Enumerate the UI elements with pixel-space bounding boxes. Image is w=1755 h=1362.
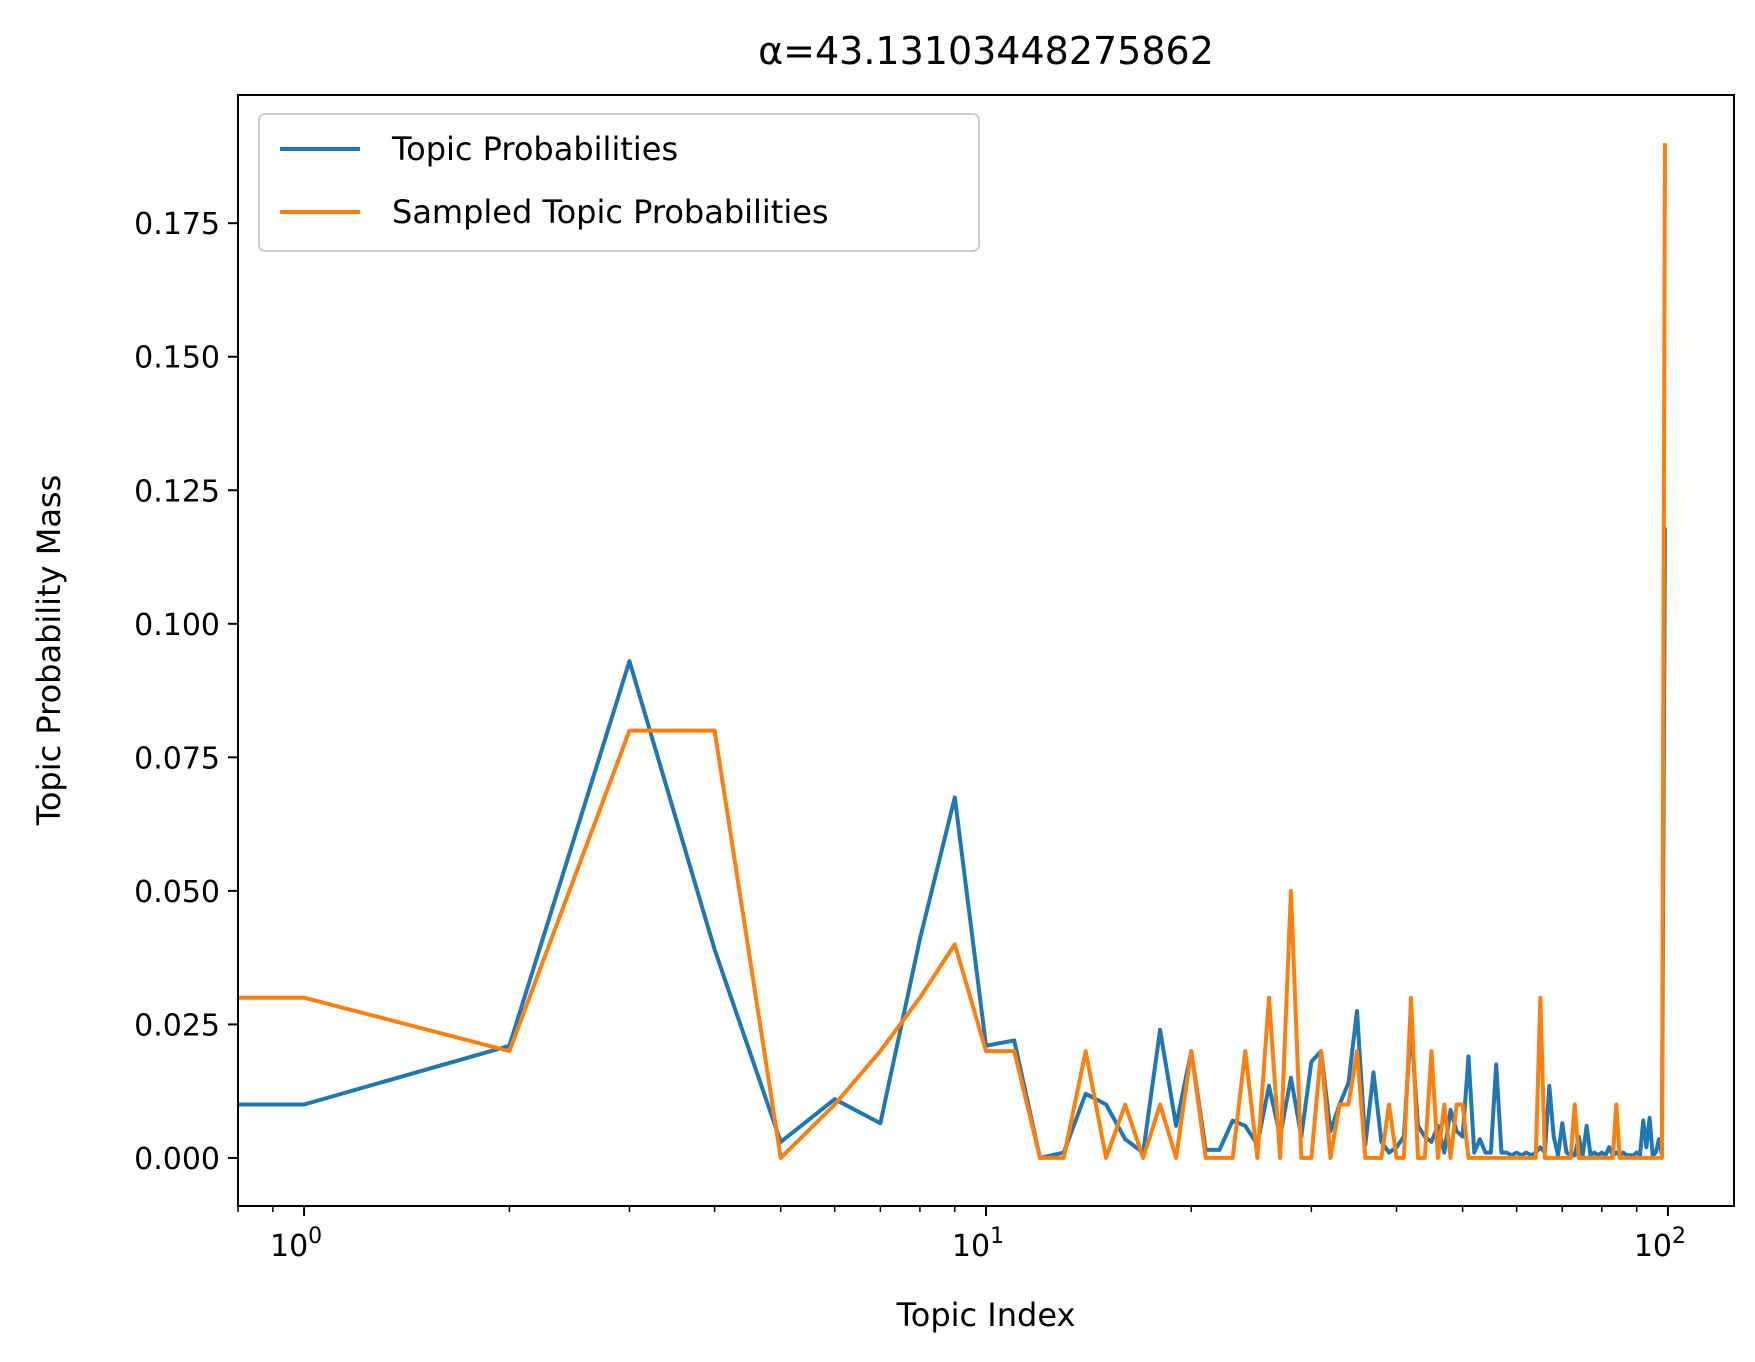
y-tick-label: 0.175 (134, 207, 220, 242)
y-axis-label: Topic Probability Mass (30, 475, 68, 827)
y-axis: 0.000 0.025 0.050 0.075 0.100 0.125 0.150 0.175 (134, 207, 238, 1177)
chart-title: α=43.13103448275862 (758, 29, 1214, 73)
legend-label-sampled-topic-probabilities: Sampled Topic Probabilities (392, 193, 829, 231)
legend-frame (258, 113, 980, 252)
series-line-topic-probabilities (238, 527, 1667, 1160)
x-tick-label: 100 (270, 1224, 322, 1264)
x-axis: 100 101 102 (237, 1206, 1686, 1264)
y-tick-label: 0.025 (134, 1008, 220, 1043)
y-tick-label: 0.150 (134, 341, 220, 376)
plot-area (238, 143, 1667, 1160)
y-tick-label: 0.050 (134, 875, 220, 910)
y-tick-label: 0.000 (134, 1142, 220, 1177)
x-tick-label: 101 (952, 1224, 1004, 1264)
y-tick-label: 0.075 (134, 741, 220, 776)
series-line-sampled-topic-probabilities (238, 143, 1667, 1160)
x-axis-label: Topic Index (896, 1296, 1076, 1334)
legend: Topic Probabilities Sampled Topic Probab… (258, 113, 980, 252)
legend-label-topic-probabilities: Topic Probabilities (391, 130, 678, 168)
y-tick-label: 0.125 (134, 474, 220, 509)
x-tick-label: 102 (1634, 1224, 1686, 1264)
y-tick-label: 0.100 (134, 608, 220, 643)
